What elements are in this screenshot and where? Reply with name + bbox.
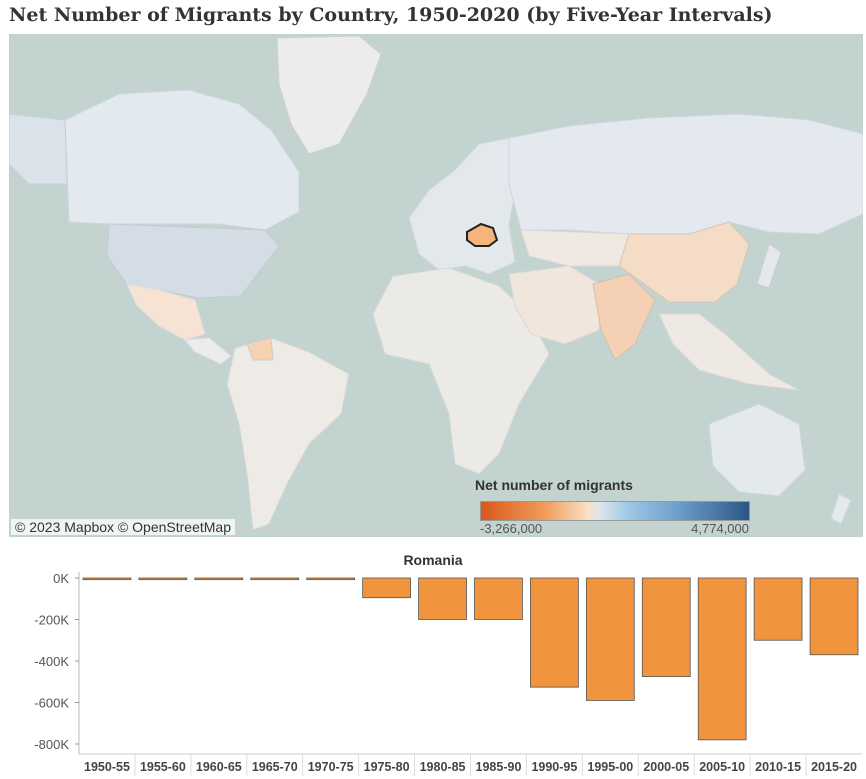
southeast-asia <box>658 313 800 391</box>
bar-1985-90 <box>474 577 523 620</box>
x-tick-label: 1970-75 <box>308 760 354 774</box>
x-tick-label: 1975-80 <box>364 760 410 774</box>
bar-1960-65 <box>194 577 244 581</box>
bar-2000-05 <box>641 577 691 677</box>
australia <box>708 403 806 497</box>
x-tick-label: 1985-90 <box>476 760 522 774</box>
india <box>592 273 656 361</box>
map-attribution[interactable]: © 2023 Mapbox © OpenStreetMap <box>11 519 235 535</box>
venezuela <box>246 337 274 361</box>
x-tick-label: 1960-65 <box>196 760 242 774</box>
legend-color-scale <box>480 501 750 521</box>
bar-1965-70 <box>250 577 300 581</box>
world-map[interactable]: © 2023 Mapbox © OpenStreetMap Net number… <box>9 34 863 537</box>
y-tick-label: -800K <box>34 737 69 752</box>
x-tick-label: 2015-20 <box>811 760 857 774</box>
x-tick-label: 1995-00 <box>587 760 633 774</box>
x-tick-label: 1955-60 <box>140 760 186 774</box>
legend-max-label: 4,774,000 <box>691 521 749 536</box>
bar-1955-60 <box>138 577 188 581</box>
y-tick-label: -400K <box>34 654 69 669</box>
bar-chart: 0K -200K -400K -600K -800K 1950-55 1955-60 1960… <box>34 572 862 776</box>
y-tick-label: 0K <box>53 572 69 586</box>
x-tick-label: 1980-85 <box>420 760 466 774</box>
europe <box>408 137 522 275</box>
bar-1970-75 <box>306 577 356 581</box>
russia <box>508 113 863 235</box>
bar-2005-10 <box>697 577 747 741</box>
japan <box>756 243 782 289</box>
usa <box>106 223 280 299</box>
bar-1995-00 <box>585 577 635 701</box>
south-america <box>226 337 350 531</box>
x-tick-label: 1950-55 <box>84 760 130 774</box>
bar-1975-80 <box>362 577 411 599</box>
bar-chart-title: Romania <box>403 552 463 568</box>
x-tick-label: 1990-95 <box>531 760 577 774</box>
bar-2010-15 <box>753 577 803 641</box>
x-tick-label: 2000-05 <box>643 760 689 774</box>
x-tick-label: 1965-70 <box>252 760 298 774</box>
new-zealand <box>830 493 852 525</box>
bar-1990-95 <box>530 577 579 688</box>
chart-title-main: Net Number of Migrants by Country, 1950-… <box>9 4 773 26</box>
africa <box>372 267 550 475</box>
central-asia <box>520 229 630 267</box>
middle-east <box>508 265 604 345</box>
greenland <box>276 35 382 155</box>
canada <box>64 89 300 231</box>
x-tick-label: 2005-10 <box>699 760 745 774</box>
legend-title: Net number of migrants <box>475 477 633 493</box>
map-canvas <box>9 35 863 531</box>
legend-min-label: -3,266,000 <box>480 521 543 536</box>
y-tick-label: -200K <box>34 613 69 628</box>
y-tick-label: -600K <box>34 696 69 711</box>
romania-highlight <box>466 222 499 247</box>
bar-2015-20 <box>809 577 859 656</box>
central-america <box>184 337 232 365</box>
bar-1980-85 <box>418 577 467 620</box>
china <box>618 221 750 303</box>
bar-1950-55 <box>82 577 132 581</box>
x-tick-label: 2010-15 <box>755 760 801 774</box>
alaska <box>9 113 68 185</box>
mexico <box>126 283 206 341</box>
